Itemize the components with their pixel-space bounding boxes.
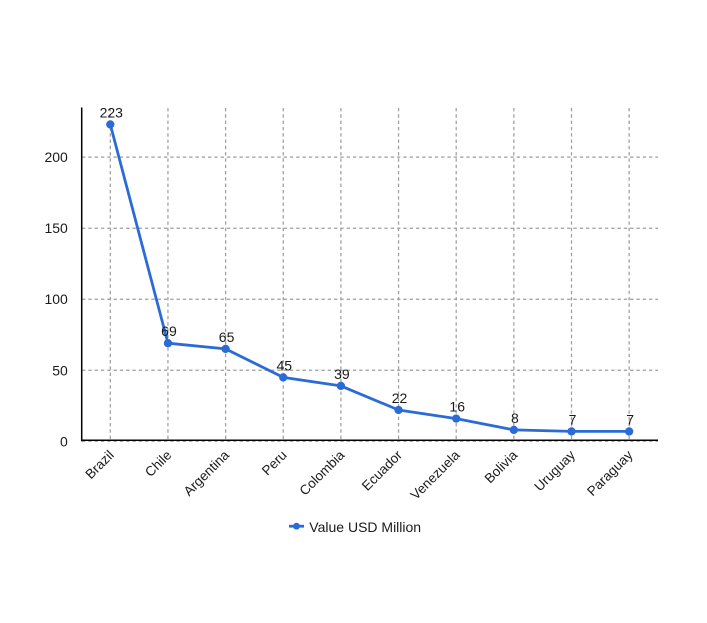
- svg-text:100: 100: [44, 291, 68, 307]
- svg-text:39: 39: [334, 366, 350, 382]
- svg-text:7: 7: [569, 411, 577, 427]
- svg-text:50: 50: [52, 362, 68, 378]
- svg-text:69: 69: [161, 323, 177, 339]
- svg-text:65: 65: [219, 329, 235, 345]
- svg-text:45: 45: [276, 357, 292, 373]
- svg-text:200: 200: [44, 149, 68, 165]
- svg-text:8: 8: [511, 410, 519, 426]
- svg-text:16: 16: [449, 399, 465, 415]
- svg-text:22: 22: [392, 390, 408, 406]
- svg-text:0: 0: [60, 433, 68, 449]
- svg-text:Value USD Million: Value USD Million: [309, 519, 421, 535]
- svg-text:7: 7: [626, 411, 634, 427]
- svg-text:223: 223: [100, 104, 124, 120]
- svg-text:150: 150: [44, 220, 68, 236]
